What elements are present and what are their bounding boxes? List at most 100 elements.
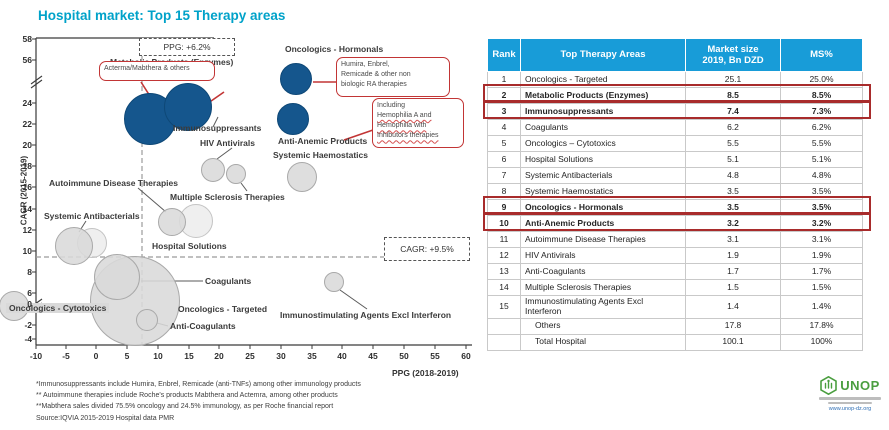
cell-size: 8.5 [685,87,781,104]
x-tick-label-60: 60 [461,351,471,361]
cell-size: 17.8 [685,317,781,335]
chart-label-multiple-sclerosis-therapies: Multiple Sclerosis Therapies [170,192,285,202]
bubble-anti-coagulants [136,309,158,331]
y-axis-break-mark [30,75,43,85]
cell-size: 4.8 [685,167,781,184]
callout-acterma-line-0: Acterma/Mabthera & others [104,65,190,72]
table-header-cell-3: MS% [780,38,863,72]
x-tick-label-25: 25 [245,351,255,361]
cell-rank: 5 [487,135,521,152]
cell-size: 3.1 [685,231,781,248]
y-tick-label-0: 0 [27,299,32,309]
bubble-immunostimulating-agents [324,272,344,292]
y-axis-break-mark [30,79,43,89]
cell-size: 1.7 [685,263,781,280]
bubble-systemic-antibacterials [55,227,93,265]
chart-label-oncologics-targeted: Oncologics - Targeted [178,304,268,314]
cell-ms: 8.5% [780,87,863,104]
cell-size: 5.5 [685,135,781,152]
table-row-12: 12 HIV Antivirals 1.9 1.9% [487,247,863,264]
table-row-13: 13 Anti-Coagulants 1.7 1.7% [487,263,863,280]
callout-hemophilia-line-0: Including [377,102,406,109]
cell-ms: 3.5% [780,183,863,200]
callout-humira-line-1: Remicade & other non [341,71,411,79]
cell-size: 7.4 [685,103,781,120]
bubble-systemic-haemostatics [287,162,317,192]
cell-area: Oncologics - Targeted [520,71,686,88]
logo-tagline-bar [819,397,881,400]
cell-rank: 2 [487,87,521,104]
unop-logo-icon [820,376,838,395]
avg-ppg-note-box: PPG: +6.2% [139,38,235,56]
cell-size: 1.4 [685,295,781,319]
cell-ms: 6.2% [780,119,863,136]
y-tick-label-20: 20 [22,140,32,150]
cell-ms: 100% [780,333,863,351]
cell-ms: 1.9% [780,247,863,264]
callout-hemophilia-line-2: Hemophilia with [377,122,427,130]
unop-logo: UNOP www.unop-dz.org [812,376,888,412]
chart-label-oncologics-hormonals: Oncologics - Hormonals [285,44,384,54]
chart-label-systemic-haemostatics: Systemic Haemostatics [273,150,368,160]
cell-size: 5.1 [685,151,781,168]
cell-rank: 3 [487,103,521,120]
leader-line-2 [216,147,233,160]
footnotes: *Immunosuppressants include Humira, Enbr… [36,381,361,426]
cell-area: Anti-Coagulants [520,263,686,280]
bubble-immunosuppressants [164,83,212,131]
cell-rank [487,317,521,335]
avg-cagr-note-box: CAGR: +9.5% [384,237,470,261]
cell-rank: 6 [487,151,521,168]
table-row-9: 9 Oncologics - Hormonals 3.5 3.5% [487,199,863,216]
x-tick-label-30: 30 [276,351,286,361]
cell-ms: 1.7% [780,263,863,280]
cell-rank: 1 [487,71,521,88]
callout-humira-line-2: biologic RA therapies [341,81,407,89]
leader-line-7 [339,289,368,310]
cell-size: 3.2 [685,215,781,232]
cell-area: Coagulants [520,119,686,136]
cell-rank: 7 [487,167,521,184]
chart-label-hiv-antivirals: HIV Antivirals [200,138,255,148]
table-row-6: 6 Hospital Solutions 5.1 5.1% [487,151,863,168]
cell-ms: 3.1% [780,231,863,248]
y-tick-label-56: 56 [22,55,32,65]
footnote-3: Source:IQVIA 2015-2019 Hospital data PMR [36,414,175,422]
table-header-row: Rank Top Therapy Areas Market size 2019, B… [487,38,863,72]
table-row-1: 1 Oncologics - Targeted 25.1 25.0% [487,71,863,88]
cell-ms: 4.8% [780,167,863,184]
chart-label-systemic-antibacterials: Systemic Antibacterials [44,211,140,221]
x-tick-label-5: 5 [124,351,130,361]
table-row-5: 5 Oncologics – Cytotoxics 5.5 5.5% [487,135,863,152]
leader-line-4 [240,182,248,192]
cell-size: 3.5 [685,199,781,216]
cell-ms: 7.3% [780,103,863,120]
bubble-multiple-sclerosis-therapies [226,164,246,184]
y-tick-label-18: 18 [22,161,32,171]
cell-area: Total Hospital [520,333,686,351]
chart-label-anti-coagulants: Anti-Coagulants [170,321,236,331]
cell-area: Autoimmune Disease Therapies [520,231,686,248]
y-tick-label--2: -2 [24,320,32,330]
bubble-autoimmune-disease-therapies [158,208,186,236]
cell-rank: 9 [487,199,521,216]
table-row-11: 11 Autoimmune Disease Therapies 3.1 3.1% [487,231,863,248]
bubble-oncologics-hormonals [280,63,312,95]
chart-label-immunostimulating-agents: Immunostimulating Agents Excl Interferon [280,310,452,320]
chart-label-oncologics-cytotoxics: Oncologics - Cytotoxics [6,303,110,313]
cell-rank: 8 [487,183,521,200]
table-row-7: 7 Systemic Antibacterials 4.8 4.8% [487,167,863,184]
x-tick-label-10: 10 [153,351,163,361]
cell-size: 100.1 [685,333,781,351]
table-row-total-hospital: Total Hospital 100.1 100% [487,333,863,351]
cell-area: Hospital Solutions [520,151,686,168]
table-row-15: 15 Immunostimulating Agents Excl Interfer… [487,295,863,319]
cell-area: Immunostimulating Agents Excl Interferon [520,295,686,319]
cell-size: 1.9 [685,247,781,264]
logo-website: www.unop-dz.org [828,406,872,412]
cell-area: Immunosuppressants [520,103,686,120]
table-header-cell-0: Rank [487,38,521,72]
cell-size: 25.1 [685,71,781,88]
bubble-hiv-antivirals [201,158,225,182]
